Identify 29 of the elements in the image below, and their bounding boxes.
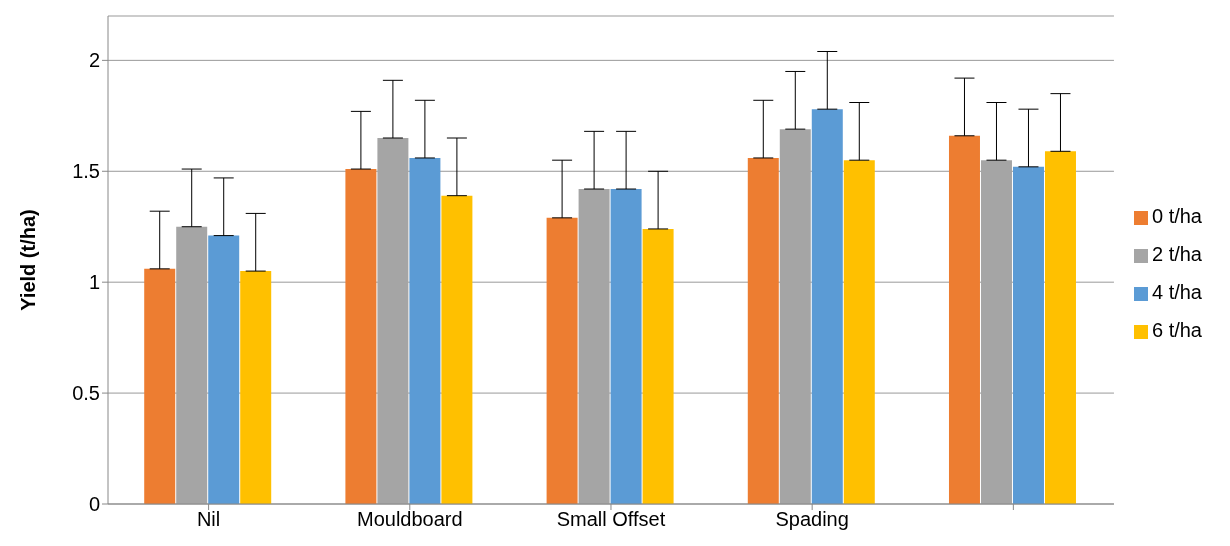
legend-label: 0 t/ha	[1151, 205, 1202, 227]
legend-label: 6 t/ha	[1151, 319, 1202, 341]
x-tick-label: Spading	[775, 508, 849, 531]
bar	[345, 169, 377, 504]
bar	[144, 268, 176, 504]
y-tick-label: 1	[88, 271, 100, 294]
bar	[843, 160, 875, 504]
x-tick-label: Nil	[196, 508, 221, 531]
y-tick-label: 0.5	[72, 382, 100, 405]
bar	[240, 271, 272, 504]
y-tick-label: 2	[88, 49, 100, 72]
y-tick-label: 0	[88, 493, 100, 516]
bar	[747, 157, 779, 504]
y-tick-label: 1.5	[72, 160, 100, 183]
bar	[610, 189, 642, 504]
x-tick-label: Small Offset	[556, 508, 666, 531]
legend-label: 4 t/ha	[1151, 281, 1202, 303]
bar	[811, 109, 843, 504]
bar	[1044, 151, 1076, 504]
y-axis-title: Yield (t/ha)	[17, 209, 40, 311]
legend-label: 2 t/ha	[1151, 243, 1202, 265]
x-tick-label: Mouldboard	[356, 508, 463, 531]
bar	[642, 228, 674, 504]
bar	[1012, 166, 1044, 504]
bar	[441, 195, 473, 504]
bar	[208, 235, 240, 504]
bar	[409, 157, 441, 504]
bar	[948, 135, 980, 504]
bar	[546, 217, 578, 504]
